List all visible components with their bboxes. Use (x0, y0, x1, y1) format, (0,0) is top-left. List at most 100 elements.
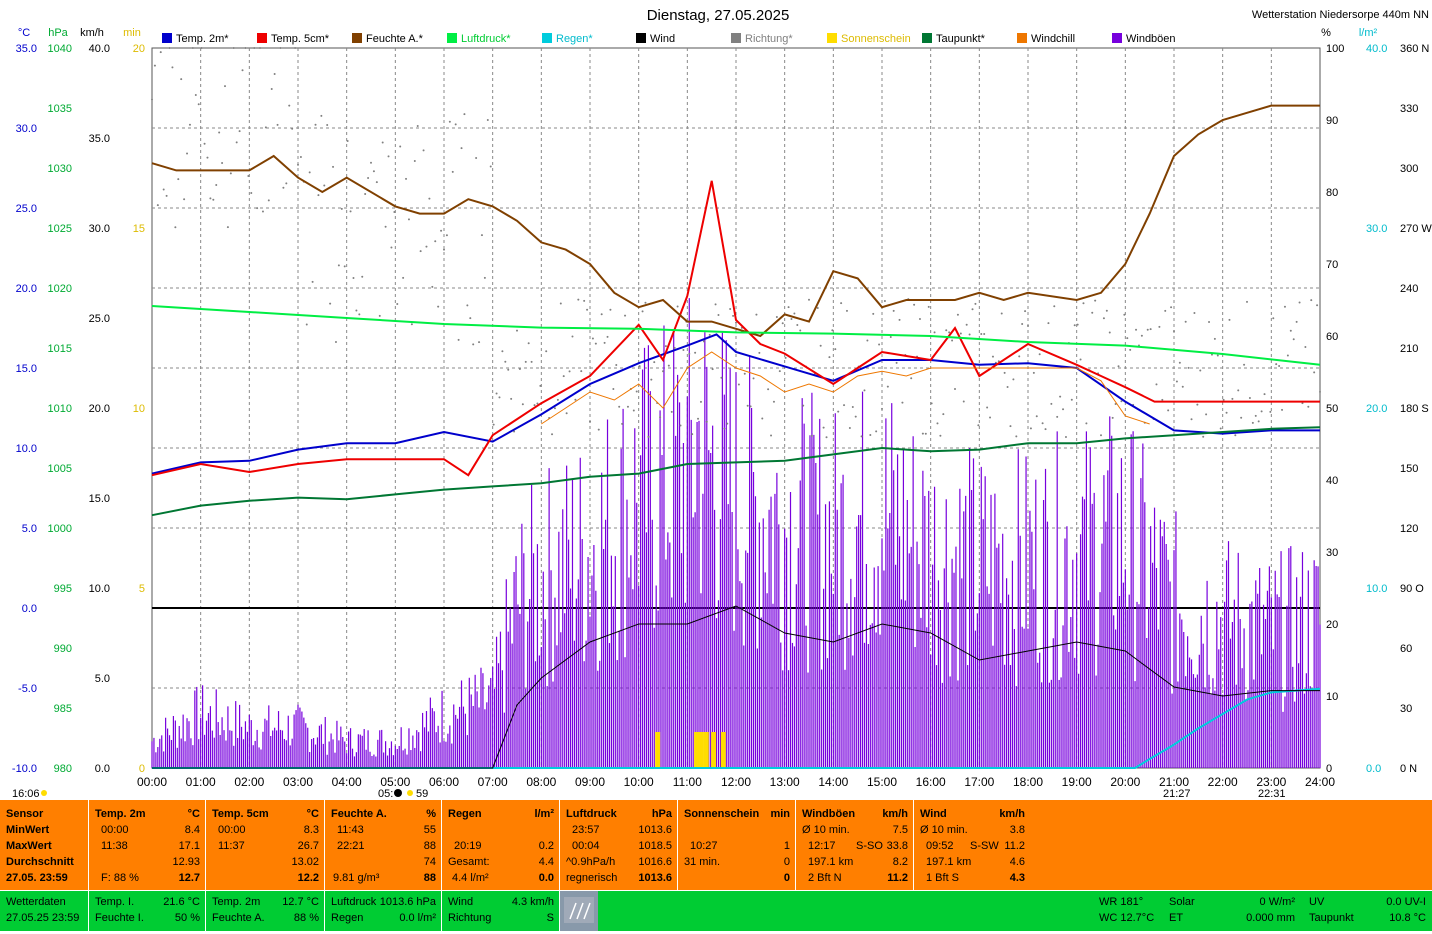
direction-dot (743, 372, 746, 375)
direction-dot (624, 314, 627, 317)
direction-dot (1286, 354, 1289, 357)
direction-dot (1269, 410, 1272, 413)
regen-unit: l/m² (534, 808, 554, 820)
direction-dot (1278, 365, 1281, 368)
direction-dot (361, 275, 364, 278)
direction-dot (501, 350, 504, 353)
direction-dot (758, 351, 761, 354)
regen-current: 0.0 (538, 872, 554, 884)
sonne-total: 31 min. (684, 856, 721, 868)
direction-dot (226, 226, 229, 229)
direction-dot (174, 226, 177, 229)
weather-chart: 35.0 30.0 25.0 20.0 15.0 10.0 5.0 0.0 -5.0 -10.0 1… (12, 7, 1432, 800)
percent-tick-label: 40 (1326, 475, 1338, 487)
direction-dot (1319, 390, 1321, 393)
direction-dot (898, 318, 901, 321)
direction-dot (1240, 416, 1243, 419)
direction-dot (694, 351, 697, 354)
temp2m-current: 12.7 (178, 872, 200, 884)
feuchte-a-label: Feuchte A. (212, 912, 265, 924)
direction-dot (924, 432, 927, 435)
direction-dot (288, 104, 291, 107)
feuchte-max-time: 22:21 (337, 840, 365, 852)
temp5cm-min-time: 00:00 (218, 824, 246, 836)
rain-weather-icon (559, 891, 598, 931)
percent-tick-label: 50 (1326, 403, 1338, 415)
direction-dot (983, 333, 986, 336)
direction-dot (527, 342, 530, 345)
sunshine-bar (711, 732, 717, 768)
direction-dot (775, 316, 778, 319)
direction-dot (180, 78, 183, 81)
temp2m-feuchte: F: 88 % (101, 872, 139, 884)
direction-dot (384, 225, 387, 228)
bottom-indoor: Temp. I. 21.6 °C Feuchte I. 50 % (88, 891, 206, 931)
legend-swatch (1112, 33, 1122, 43)
wind-tick-label: 5.0 (95, 673, 110, 685)
direction-dot (337, 264, 340, 267)
legend-swatch (162, 33, 172, 43)
wind-title: Wind (920, 808, 947, 820)
direction-dot (910, 377, 913, 380)
unit-temp: °C (18, 27, 30, 39)
time-tick-label: 07:00 (478, 775, 508, 789)
direction-dot (1041, 422, 1044, 425)
pressure-tick-label: 985 (54, 703, 72, 715)
temp-tick-label: -5.0 (18, 683, 37, 695)
direction-dot (895, 361, 898, 364)
direction-dot (1175, 380, 1178, 383)
percent-tick-label: 80 (1326, 187, 1338, 199)
sonne-max: 1 (783, 840, 790, 852)
legend-label: Temp. 5cm* (271, 33, 330, 45)
direction-dot (965, 323, 968, 326)
direction-dot (688, 352, 691, 355)
temp-tick-label: 5.0 (22, 523, 37, 535)
direction-tick-label: 300 (1400, 163, 1418, 175)
direction-dot (845, 309, 848, 312)
regen-max: 0.2 (538, 840, 554, 852)
direction-dot (1307, 405, 1310, 408)
rain-tick-label: 10.0 (1366, 583, 1387, 595)
direction-dot (504, 360, 507, 363)
gust-bars (151, 298, 1321, 768)
direction-dot (1161, 398, 1164, 401)
direction-dot (1254, 414, 1257, 417)
direction-dot (188, 123, 191, 126)
wind-tick-label: 35.0 (89, 133, 110, 145)
moonset-time: 21:27 (1163, 788, 1191, 800)
series-lines (151, 104, 1321, 769)
direction-dot (1304, 346, 1307, 349)
direction-dot (483, 276, 486, 279)
direction-dot (591, 337, 594, 340)
bottom-wetterdaten: Wetterdaten 27.05.25 23:59 (0, 891, 88, 931)
direction-dot (767, 388, 770, 391)
direction-dot (244, 47, 247, 49)
direction-dot (644, 301, 647, 304)
direction-dot (752, 377, 755, 380)
legend-label: Richtung* (745, 33, 793, 45)
temp2m-max: 17.1 (178, 840, 200, 852)
direction-dot (1012, 378, 1015, 381)
direction-dot (355, 309, 358, 312)
bottom-pressure: Luftdruck 1013.6 hPa Regen 0.0 l/m² (324, 891, 442, 931)
direction-dot (974, 302, 977, 305)
taupunkt-label: Taupunkt (1309, 912, 1354, 924)
direction-dot (1164, 309, 1167, 312)
direction-dot (1024, 310, 1027, 313)
direction-dot (1032, 371, 1035, 374)
direction-dot (755, 313, 758, 316)
direction-dot (203, 142, 206, 145)
direction-dot (498, 396, 501, 399)
time-marker: 16:06 (12, 788, 40, 800)
direction-dot (918, 318, 921, 321)
direction-dot (524, 360, 527, 363)
legend-label: Windböen (1126, 33, 1176, 45)
regen-value: 0.0 l/m² (399, 912, 436, 924)
direction-dot (457, 338, 460, 341)
direction-tick-label: 120 (1400, 523, 1418, 535)
direction-dot (238, 130, 241, 133)
direction-dot (241, 69, 244, 72)
direction-dot (224, 85, 226, 88)
direction-dot (1170, 306, 1173, 309)
direction-dot (448, 120, 451, 123)
